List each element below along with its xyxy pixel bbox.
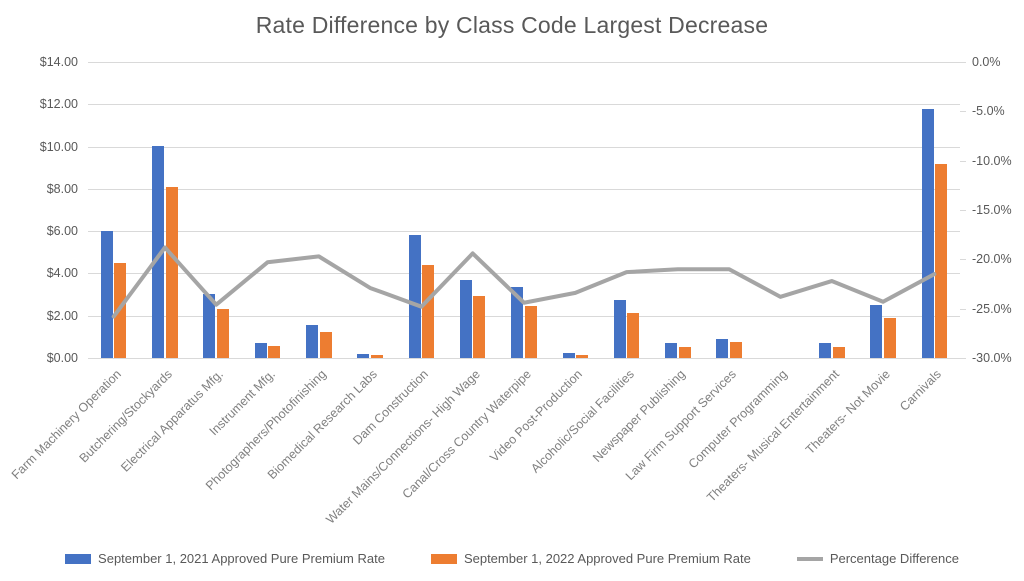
legend-line-icon [796, 556, 823, 561]
gridline [88, 146, 960, 148]
bar-series-2022 [216, 309, 229, 358]
chart-legend: September 1, 2021 Approved Pure Premium … [0, 551, 1024, 566]
y-axis-right-tickmark [960, 358, 966, 359]
y-axis-left-tick: $12.00 [39, 97, 78, 112]
y-axis-right-tickmark [960, 62, 966, 63]
y-axis-right-tick: 0.0% [972, 55, 1001, 69]
y-axis-right-tickmark [960, 210, 966, 211]
y-axis-left-tick: $14.00 [39, 55, 78, 69]
bar-series-2022 [422, 264, 435, 358]
bar-series-2021 [511, 287, 524, 358]
bar-series-2022 [524, 306, 537, 358]
legend-square-icon [65, 553, 92, 564]
y-axis-right-tick: -25.0% [972, 301, 1012, 316]
bar-series-2021 [459, 279, 472, 358]
percentage-difference-line [111, 245, 937, 319]
bar-series-2022 [883, 317, 896, 358]
legend-item[interactable]: September 1, 2022 Approved Pure Premium … [430, 551, 751, 566]
bar-series-2021 [665, 343, 678, 358]
bar-series-2021 [357, 353, 370, 358]
chart-title: Rate Difference by Class Code Largest De… [255, 12, 769, 38]
bar-series-2021 [254, 343, 267, 358]
bar-series-2021 [870, 305, 883, 358]
bar-series-2021 [613, 299, 626, 358]
bar-series-2021 [203, 293, 216, 358]
gridline [88, 358, 960, 359]
bar-series-2022 [678, 347, 691, 358]
bar-series-2021 [716, 338, 729, 358]
y-axis-right-tick: -15.0% [972, 203, 1012, 217]
y-axis-right-tick: -5.0% [972, 104, 1005, 119]
bar-series-2021 [152, 145, 165, 358]
y-axis-left-tick: $0.00 [46, 351, 78, 365]
bar-series-2022 [268, 346, 281, 358]
y-axis-right-tickmark [960, 160, 966, 162]
bar-series-2021 [562, 352, 575, 358]
gridline [88, 104, 960, 106]
bar-series-2021 [100, 231, 113, 358]
bar-series-2022 [627, 312, 640, 358]
gridline [88, 231, 960, 233]
gridline [88, 188, 960, 190]
bar-series-2022 [832, 347, 845, 358]
gridline [88, 62, 960, 63]
bar-series-2022 [729, 342, 742, 358]
y-axis-right-tick: -20.0% [972, 252, 1012, 267]
y-axis-left-tick: $10.00 [39, 139, 78, 154]
gridline [88, 273, 960, 275]
bar-series-2021 [306, 325, 319, 358]
y-axis-left-tick: $8.00 [46, 181, 78, 196]
legend-item-label: September 1, 2021 Approved Pure Premium … [98, 551, 385, 566]
y-axis-right-tick: -30.0% [972, 351, 1012, 365]
plot-area [88, 62, 960, 359]
bar-series-2022 [319, 331, 332, 358]
line-series-layer [111, 245, 937, 319]
legend-square-icon [430, 553, 457, 564]
legend-item[interactable]: Percentage Difference [796, 551, 959, 566]
bar-series-2022 [370, 355, 383, 358]
bar-series-2021 [408, 235, 421, 358]
y-axis-left-tick: $4.00 [46, 266, 78, 281]
y-axis-left-tick: $6.00 [46, 224, 78, 239]
bar-series-2021 [819, 343, 831, 358]
legend-item-label: Percentage Difference [829, 551, 959, 566]
y-axis-right-tickmark [960, 111, 966, 113]
gridline [88, 315, 960, 317]
y-axis-right-tick: -10.0% [972, 153, 1012, 168]
bar-series-2022 [576, 354, 589, 358]
legend-item[interactable]: September 1, 2021 Approved Pure Premium … [65, 551, 385, 566]
bar-series-2022 [473, 295, 486, 358]
bar-series-2022 [165, 186, 178, 358]
legend-item-label: September 1, 2022 Approved Pure Premium … [463, 551, 751, 566]
bar-series-2022 [935, 163, 948, 358]
y-axis-left-tick: $2.00 [46, 308, 78, 323]
y-axis-right-tickmark [960, 308, 966, 310]
y-axis-right-tickmark [960, 259, 966, 261]
bar-series-2021 [921, 108, 934, 358]
